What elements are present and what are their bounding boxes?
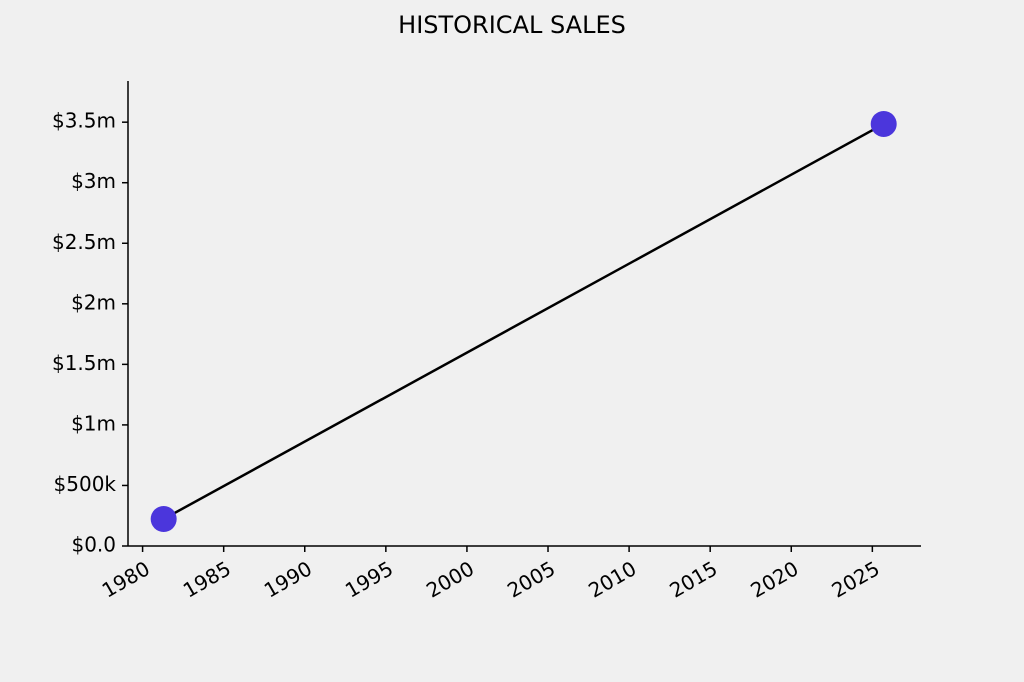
- y-tick-label: $3m: [71, 169, 116, 193]
- line: [163, 122, 885, 521]
- chart-title: HISTORICAL SALES: [398, 11, 626, 39]
- y-tick-label: $0.0: [71, 533, 116, 557]
- y-tick-label: $2.5m: [52, 230, 116, 254]
- y-tick-label: $500k: [54, 472, 117, 496]
- y-tick-label: $2m: [71, 290, 116, 314]
- point: [150, 505, 177, 532]
- y-tick-label: $1.5m: [52, 351, 116, 375]
- y-tick-label: $1m: [71, 411, 116, 435]
- y-tick-label: $3.5m: [52, 109, 116, 133]
- point: [870, 110, 897, 137]
